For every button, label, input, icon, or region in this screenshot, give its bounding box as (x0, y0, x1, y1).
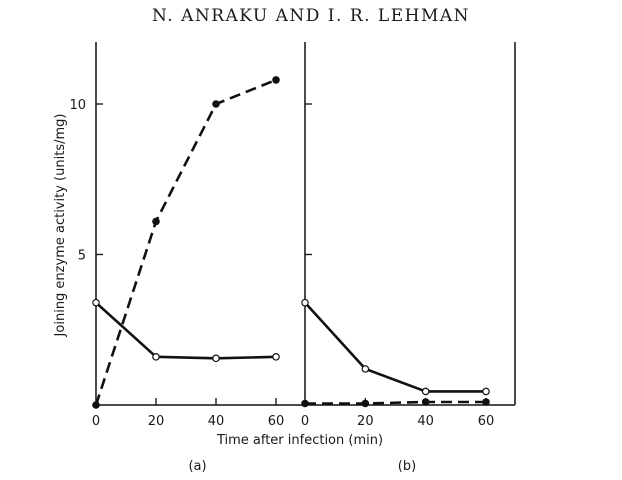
data-point-filled (152, 217, 160, 226)
data-point-open (482, 387, 490, 396)
x-tick-label: 40 (208, 414, 225, 429)
data-point-filled (92, 401, 100, 409)
chart-points (92, 76, 490, 409)
panel-label: (a) (188, 459, 206, 474)
y-tick-label: 10 (69, 98, 86, 113)
x-tick-label: 20 (148, 414, 165, 429)
data-point-open (212, 354, 220, 363)
x-tick-label: 60 (268, 414, 285, 429)
data-point-filled (361, 399, 370, 408)
data-point-open (421, 387, 430, 396)
chart-series (94, 78, 486, 406)
data-point-filled (421, 398, 430, 406)
series-line-dashed-panel-b (305, 400, 486, 405)
series-line-solid-panel-b (304, 301, 486, 393)
chart-labels: 5 10 0 20 40 60 (a) 0 20 40 60 (b) Time after infect… (53, 98, 494, 474)
data-point-open (152, 353, 160, 361)
x-axis-label: Time after infection (min) (216, 433, 383, 448)
data-point-open (361, 365, 370, 373)
series-line-solid-panel-a (95, 301, 277, 360)
data-point-filled (212, 100, 220, 108)
panel-label: (b) (398, 459, 416, 474)
y-axis-label: Joining enzyme activity (units/mg) (53, 114, 68, 338)
data-point-filled (272, 76, 280, 84)
data-point-open (272, 353, 280, 361)
y-tick-label: 5 (78, 249, 86, 264)
data-point-filled (301, 399, 309, 408)
x-tick-label: 60 (478, 414, 495, 429)
x-tick-label: 0 (301, 414, 309, 429)
data-point-open (92, 298, 100, 307)
series-line-dashed-panel-a (94, 78, 277, 406)
x-tick-label: 40 (417, 414, 434, 429)
data-point-filled (482, 398, 490, 406)
page-header: N. ANRAKU AND I. R. LEHMAN (151, 6, 471, 26)
x-tick-label: 0 (92, 414, 100, 429)
x-tick-label: 20 (357, 414, 374, 429)
data-point-open (301, 298, 309, 307)
